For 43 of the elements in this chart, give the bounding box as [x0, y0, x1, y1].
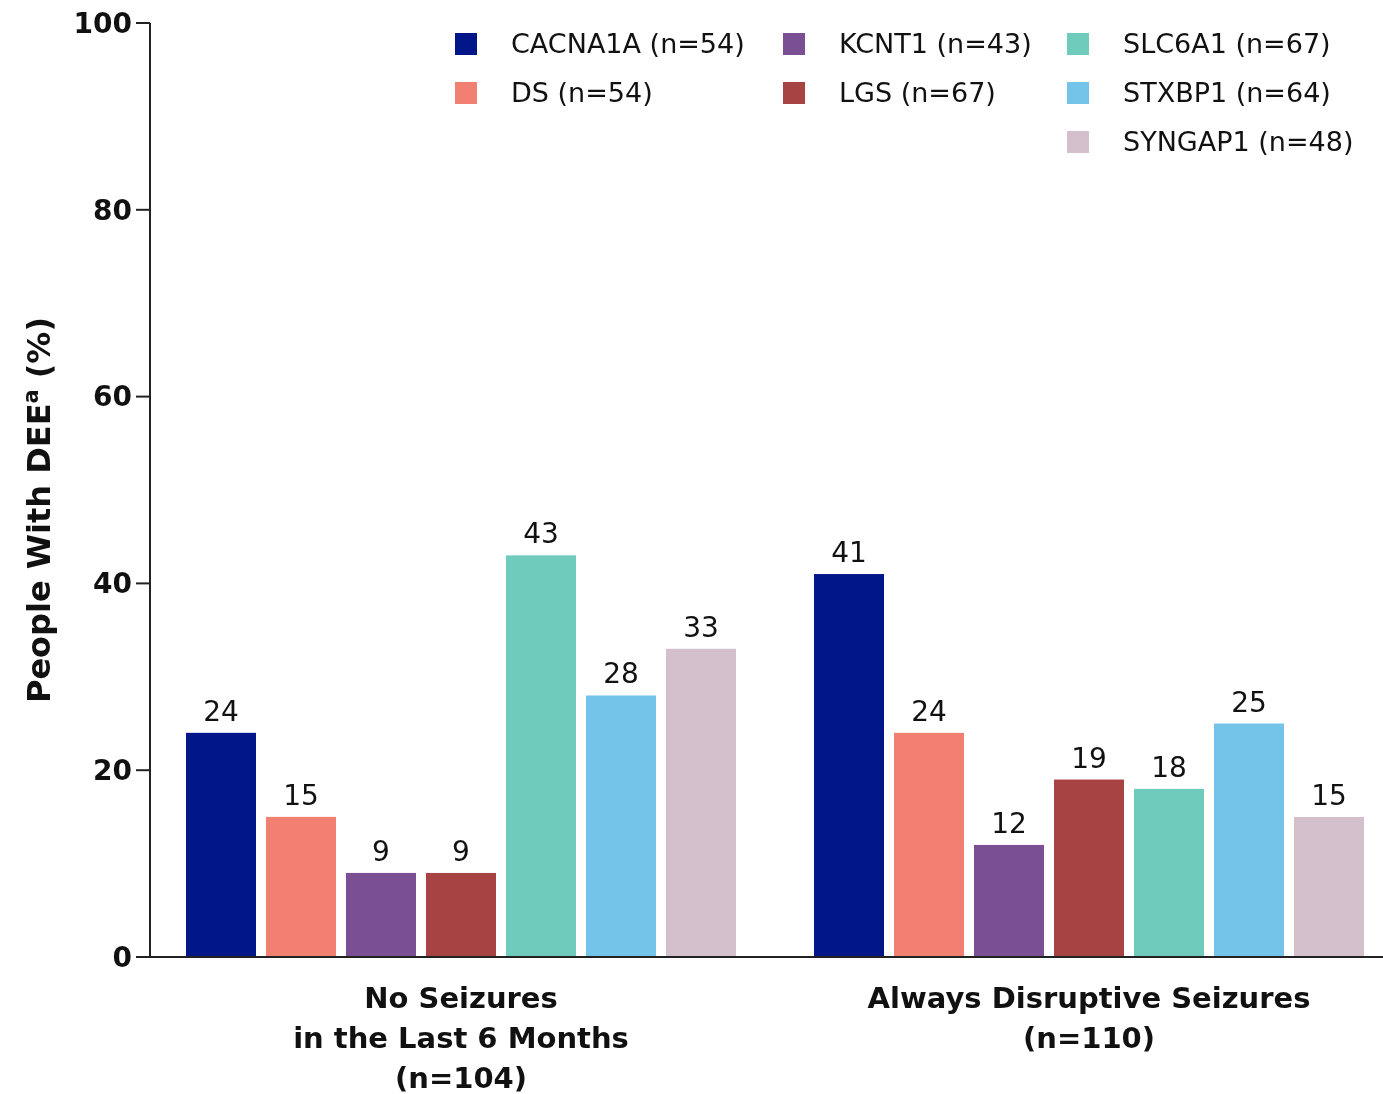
data-label: 24: [203, 694, 239, 728]
legend-label: CACNA1A (n=54): [511, 28, 745, 60]
legend-label: DS (n=54): [511, 77, 653, 109]
legend-label: SLC6A1 (n=67): [1123, 28, 1331, 60]
data-label: 43: [523, 517, 559, 551]
bar: [586, 695, 656, 957]
y-tick-label: 100: [73, 6, 132, 40]
data-label: 19: [1071, 741, 1107, 775]
legend-label: STXBP1 (n=64): [1123, 77, 1331, 109]
y-tick-label: 80: [93, 193, 132, 227]
data-label: 18: [1151, 750, 1187, 784]
data-label: 24: [911, 694, 947, 728]
y-tick-label: 40: [93, 567, 132, 601]
y-tick-label: 0: [112, 940, 132, 974]
legend-label: KCNT1 (n=43): [839, 28, 1032, 60]
x-tick-label: Always Disruptive Seizures (n=110): [867, 981, 1311, 1056]
bar: [1214, 723, 1284, 957]
bar: [426, 872, 496, 957]
bar: [1054, 779, 1124, 957]
bar: [346, 872, 416, 957]
data-label: 25: [1231, 685, 1267, 719]
data-label: 12: [991, 806, 1027, 840]
x-tick-label: No Seizures in the Last 6 Months (n=104): [293, 981, 629, 1094]
data-label: 33: [683, 610, 719, 644]
bar: [186, 732, 256, 957]
bar: [974, 844, 1044, 957]
bar: [506, 555, 576, 957]
data-label: 15: [1311, 778, 1347, 812]
bar: [666, 648, 736, 957]
data-label: 41: [831, 536, 867, 570]
bar: [894, 732, 964, 957]
legend-label: LGS (n=67): [839, 77, 996, 109]
y-tick-label: 60: [93, 380, 132, 414]
bar: [814, 574, 884, 957]
bar: [1134, 788, 1204, 957]
bar: [266, 816, 336, 957]
y-tick-label: 20: [93, 754, 132, 787]
data-label: 9: [372, 834, 390, 868]
data-label: 9: [452, 834, 470, 868]
data-label: 15: [283, 778, 319, 812]
data-label: 28: [603, 657, 639, 691]
bar: [1294, 816, 1364, 957]
legend-label: SYNGAP1 (n=48): [1123, 126, 1354, 158]
